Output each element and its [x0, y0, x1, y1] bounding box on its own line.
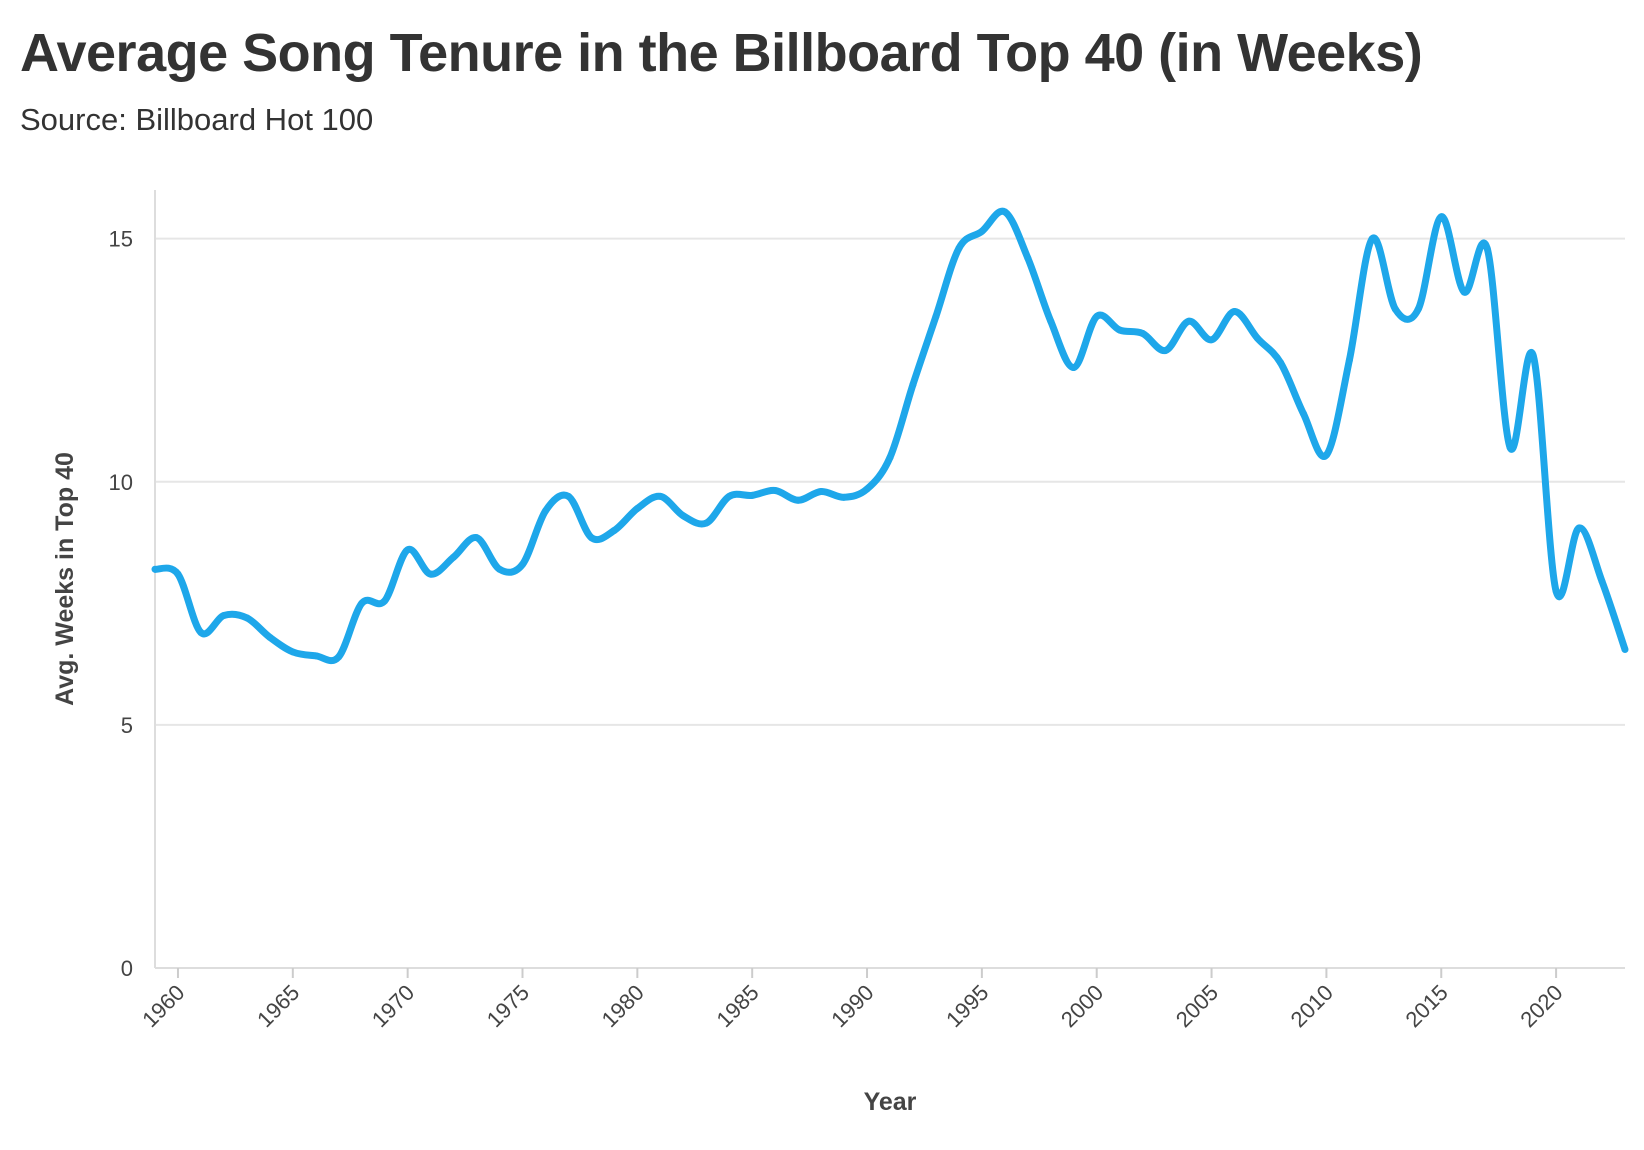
data-point [1437, 213, 1445, 221]
data-point [1529, 351, 1537, 359]
data-point [335, 653, 343, 661]
data-point [1001, 208, 1009, 216]
series-layer [151, 207, 1629, 665]
data-point [1024, 254, 1032, 262]
x-tick-label: 1985 [711, 980, 763, 1032]
x-tick-label: 1975 [482, 980, 534, 1032]
data-point [932, 312, 940, 320]
data-point [541, 507, 549, 515]
data-point [1345, 356, 1353, 364]
data-point [1483, 244, 1491, 252]
axes [154, 190, 1625, 969]
y-axis-title: Avg. Weeks in Top 40 [51, 452, 79, 706]
data-point [1093, 312, 1101, 320]
data-point [1391, 305, 1399, 313]
data-point [748, 491, 756, 499]
x-tick-label: 1990 [826, 980, 878, 1032]
data-point [1139, 329, 1147, 337]
data-point [1575, 524, 1583, 532]
data-point [1162, 346, 1170, 354]
data-point [151, 565, 159, 573]
series-line [154, 207, 1629, 665]
x-axis-ticks: 1960 1965 1970 1975 1980 1985 1990 1995 2000 2005… [137, 968, 1568, 1032]
data-point [564, 492, 572, 500]
x-tick-label: 1970 [367, 980, 419, 1032]
data-point [1460, 288, 1468, 296]
y-tick-label: 5 [121, 713, 133, 738]
x-tick-label: 2010 [1286, 980, 1338, 1032]
data-point [1254, 334, 1261, 342]
data-point [840, 493, 848, 501]
data-point [1070, 363, 1078, 371]
x-tick-label: 2015 [1400, 980, 1452, 1032]
x-tick-label: 1980 [597, 980, 649, 1032]
data-point [1368, 235, 1376, 243]
data-point [978, 227, 986, 235]
x-tick-label: 2005 [1171, 980, 1223, 1032]
data-point [450, 553, 458, 561]
data-point [656, 492, 664, 500]
data-point [886, 453, 894, 461]
y-tick-label: 0 [121, 956, 133, 981]
y-tick-label: 10 [109, 470, 133, 495]
data-point [1414, 305, 1422, 313]
data-point [909, 381, 917, 388]
data-point [702, 519, 710, 527]
data-point [1621, 646, 1629, 654]
data-point [587, 534, 595, 542]
data-point [289, 648, 297, 656]
data-point [633, 504, 641, 512]
data-point [174, 570, 182, 578]
data-point [1598, 577, 1606, 585]
x-axis-title: Year [864, 1088, 917, 1116]
data-point [312, 652, 320, 660]
x-tick-label: 2020 [1515, 980, 1567, 1032]
data-point [1322, 451, 1330, 459]
data-point [1047, 317, 1055, 325]
data-point [1208, 336, 1216, 344]
chart-title: Average Song Tenure in the Billboard Top… [20, 23, 1423, 83]
data-point [1276, 359, 1284, 367]
data-point [1185, 317, 1193, 325]
data-point [610, 526, 618, 534]
x-tick-label: 1995 [941, 980, 993, 1032]
y-axis-ticks: 0 5 10 15 [109, 227, 133, 981]
x-tick-label: 2000 [1056, 980, 1108, 1032]
data-point [427, 570, 435, 578]
x-tick-label: 1960 [137, 980, 189, 1032]
data-point [817, 487, 825, 495]
data-point [679, 512, 687, 520]
data-point [243, 614, 251, 622]
data-point [1506, 444, 1514, 452]
y-tick-label: 15 [109, 227, 133, 252]
data-point [794, 496, 802, 504]
data-point [404, 546, 412, 554]
data-point [381, 597, 389, 605]
data-point [725, 492, 733, 500]
data-point [473, 534, 481, 542]
data-point [358, 599, 366, 607]
grid-lines [155, 237, 1625, 726]
data-point [197, 628, 205, 636]
data-point [863, 485, 871, 493]
data-point [496, 565, 504, 573]
chart-subtitle: Source: Billboard Hot 100 [20, 102, 374, 137]
x-tick-label: 1965 [252, 980, 304, 1032]
data-point [1299, 410, 1307, 418]
data-point [220, 611, 228, 619]
data-point [266, 633, 274, 641]
data-point [1116, 326, 1124, 334]
data-point [1231, 308, 1239, 316]
data-point [955, 244, 963, 252]
data-point [519, 560, 526, 568]
data-point [1552, 587, 1560, 595]
data-point [771, 487, 779, 494]
